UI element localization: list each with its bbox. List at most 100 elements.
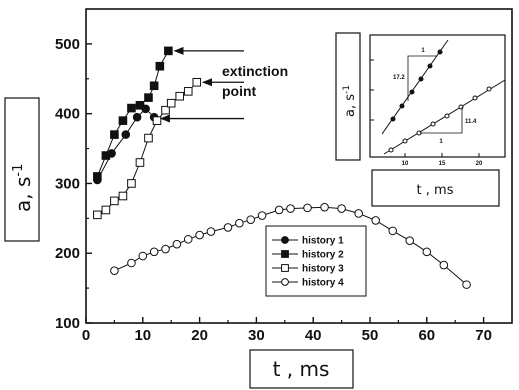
data-point-history-1 [132, 112, 142, 122]
data-point-history-3 [144, 133, 153, 143]
series-line-3 [97, 81, 198, 216]
inset-xlabel: t , ms [417, 183, 454, 198]
y-tick-label: 100 [55, 315, 80, 332]
data-point-history-4 [110, 266, 119, 275]
x-tick-label: 60 [418, 327, 435, 344]
y-tick-label: 200 [55, 245, 80, 262]
data-point-history-4 [337, 204, 346, 213]
data-point-history-4 [161, 244, 170, 254]
inset-slope-triangle-lower [420, 107, 463, 134]
legend-marker [281, 250, 289, 258]
inset-slope-lower-run: 1 [439, 139, 443, 145]
inset-slope-upper-rise: 17.2 [393, 75, 405, 81]
data-point-history-3 [161, 105, 170, 115]
data-point-history-3 [135, 158, 145, 167]
data-point-history-1 [121, 130, 131, 139]
data-point-history-2 [127, 103, 136, 113]
x-tick-label: 70 [475, 327, 492, 344]
inset-frame [369, 34, 506, 158]
x-axis-title: t , ms [273, 357, 330, 381]
data-point-history-2 [101, 151, 111, 160]
data-point-history-2 [155, 61, 165, 71]
data-point-history-3 [192, 77, 202, 87]
data-point-history-4 [303, 203, 312, 213]
y-axis-title: a, s-1 [11, 164, 35, 212]
inset-slope-triangle-upper [407, 55, 437, 101]
x-tick-label: 20 [191, 327, 208, 344]
x-tick-label: 10 [134, 327, 151, 344]
inset-x-tick-label: 15 [439, 161, 446, 167]
legend-marker [281, 264, 289, 272]
data-point-history-3 [175, 91, 185, 101]
axis-ticks: 0 10 20 30 40 50 60 70 100 200 300 400 500 [55, 36, 492, 344]
data-point-history-4 [246, 215, 256, 225]
inset-plot: a, s-1 10 15 20 1 17.2 1 11.4 t , ms [335, 32, 506, 207]
data-point-history-3 [118, 191, 128, 201]
data-point-history-4 [274, 205, 284, 215]
x-tick-label: 40 [305, 327, 322, 344]
data-points [93, 46, 471, 289]
inset-ylabel-box [335, 32, 361, 161]
legend-marker [281, 278, 289, 286]
inset-point-filled [390, 116, 396, 122]
data-point-history-3 [110, 196, 119, 206]
data-point-history-2 [118, 116, 128, 125]
data-point-history-3 [166, 98, 176, 108]
data-point-history-4 [127, 258, 136, 268]
axis-titles: a, s-1 t , ms [4, 97, 354, 389]
data-point-history-4 [371, 216, 380, 225]
data-point-history-4 [354, 209, 363, 218]
data-point-history-2 [110, 130, 119, 139]
inset-x-tick-label: 20 [476, 161, 483, 167]
extinction-label-line1: extinction [222, 63, 288, 79]
data-point-history-2 [144, 93, 153, 102]
data-point-history-4 [257, 211, 267, 220]
data-point-history-4 [320, 202, 329, 212]
legend-label-history-1: history 1 [302, 236, 344, 247]
ylabel-box [4, 97, 40, 242]
data-point-history-4 [183, 234, 193, 244]
inset-point-filled [418, 76, 424, 82]
x-tick-label: 50 [362, 327, 379, 344]
inset-ylabel: a, s-1 [342, 85, 358, 117]
data-point-history-3 [152, 116, 162, 125]
data-point-history-4 [223, 223, 233, 232]
data-point-history-4 [439, 260, 449, 270]
data-point-history-4 [206, 227, 216, 236]
legend-label-history-2: history 2 [302, 250, 344, 261]
data-point-history-2 [164, 46, 173, 56]
data-point-history-3 [101, 205, 111, 215]
data-point-history-4 [388, 226, 398, 236]
inset-point-open [402, 138, 408, 144]
inset-point-filled [437, 49, 443, 55]
y-tick-label: 500 [55, 36, 80, 53]
inset-point-filled [399, 103, 405, 109]
data-point-history-4 [462, 280, 471, 289]
inset-point-open [486, 86, 492, 92]
data-point-history-2 [135, 100, 145, 110]
xlabel-box [249, 349, 354, 389]
legend-label-history-3: history 3 [302, 264, 344, 275]
data-point-history-4 [138, 251, 148, 261]
inset-point-filled [427, 63, 433, 69]
legend: history 1 history 2 history 3 history 4 [265, 225, 367, 297]
data-point-history-4 [235, 218, 244, 228]
inset-point-filled [409, 89, 415, 95]
plot-border [85, 8, 513, 324]
data-point-history-3 [183, 87, 193, 96]
inset-point-open [444, 113, 450, 119]
inset-slope-lower-rise: 11.4 [465, 119, 477, 125]
y-tick-label: 300 [55, 175, 80, 192]
x-tick-label: 30 [248, 327, 265, 344]
data-point-history-2 [93, 172, 102, 181]
legend-label-history-4: history 4 [302, 278, 344, 289]
inset-x-tick-label: 10 [402, 161, 409, 167]
extinction-annotation: extinction point [159, 46, 288, 123]
data-point-history-4 [195, 230, 204, 240]
inset-slope-upper-run: 1 [421, 48, 425, 54]
legend-marker [281, 236, 289, 244]
data-point-history-3 [127, 179, 136, 188]
inset-point-open [430, 121, 436, 127]
plot-frame [85, 8, 513, 324]
